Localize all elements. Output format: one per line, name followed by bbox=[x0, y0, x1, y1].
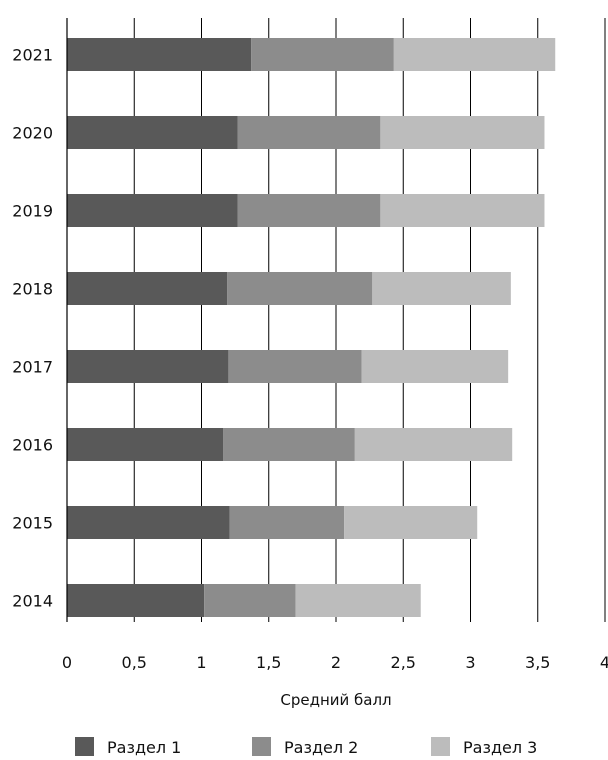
x-tick-label-1: 0,5 bbox=[122, 653, 147, 672]
legend: Раздел 1 Раздел 2 Раздел 3 bbox=[75, 737, 537, 757]
legend-label-2: Раздел 2 bbox=[284, 738, 358, 757]
legend-swatch-2 bbox=[252, 737, 271, 756]
bar-2019-series-1 bbox=[67, 194, 238, 227]
bar-2019-series-3 bbox=[380, 194, 545, 227]
y-tick-label-2016: 2016 bbox=[12, 436, 53, 455]
bar-2015-series-1 bbox=[67, 506, 230, 539]
legend-label-1: Раздел 1 bbox=[107, 738, 181, 757]
bar-2017-series-3 bbox=[361, 350, 509, 383]
y-tick-label-2021: 2021 bbox=[12, 46, 53, 65]
y-tick-label-2015: 2015 bbox=[12, 514, 53, 533]
legend-swatch-3 bbox=[431, 737, 450, 756]
x-tick-label-0: 0 bbox=[62, 653, 72, 672]
x-tick-label-2: 1 bbox=[196, 653, 206, 672]
bar-2015-series-2 bbox=[229, 506, 345, 539]
bar-2017-series-2 bbox=[228, 350, 362, 383]
y-tick-label-2017: 2017 bbox=[12, 358, 53, 377]
legend-item-2: Раздел 2 bbox=[252, 737, 358, 757]
legend-item-1: Раздел 1 bbox=[75, 737, 181, 757]
y-tick-label-2018: 2018 bbox=[12, 280, 53, 299]
x-tick-label-6: 3 bbox=[465, 653, 475, 672]
y-axis-tick-labels: 2021 2020 2019 2018 2017 2016 2015 2014 bbox=[12, 46, 53, 611]
bar-2021-series-1 bbox=[67, 38, 252, 71]
bar-2019-series-2 bbox=[237, 194, 381, 227]
bar-2020-series-2 bbox=[237, 116, 381, 149]
x-tick-label-3: 1,5 bbox=[256, 653, 281, 672]
x-tick-label-7: 3,5 bbox=[525, 653, 550, 672]
bar-2014-series-3 bbox=[295, 584, 421, 617]
bar-2020-series-3 bbox=[380, 116, 545, 149]
y-tick-label-2019: 2019 bbox=[12, 202, 53, 221]
y-tick-label-2020: 2020 bbox=[12, 124, 53, 143]
bar-2017-series-1 bbox=[67, 350, 229, 383]
bar-2014-series-1 bbox=[67, 584, 205, 617]
legend-item-3: Раздел 3 bbox=[431, 737, 537, 757]
y-tick-label-2014: 2014 bbox=[12, 592, 53, 611]
bar-2021-series-3 bbox=[393, 38, 556, 71]
x-axis-title: Средний балл bbox=[280, 691, 391, 709]
bar-2021-series-2 bbox=[251, 38, 394, 71]
x-tick-label-8: 4 bbox=[600, 653, 608, 672]
bar-2018-series-2 bbox=[227, 272, 373, 305]
bars bbox=[67, 38, 556, 617]
bar-2016-series-1 bbox=[67, 428, 224, 461]
x-axis-tick-labels: 0 0,5 1 1,5 2 2,5 3 3,5 4 bbox=[62, 653, 608, 672]
bar-2014-series-2 bbox=[204, 584, 296, 617]
x-tick-label-4: 2 bbox=[331, 653, 341, 672]
x-tick-label-5: 2,5 bbox=[391, 653, 416, 672]
legend-label-3: Раздел 3 bbox=[463, 738, 537, 757]
legend-swatch-1 bbox=[75, 737, 94, 756]
bar-2018-series-3 bbox=[372, 272, 511, 305]
bar-2018-series-1 bbox=[67, 272, 228, 305]
bar-2020-series-1 bbox=[67, 116, 238, 149]
bar-2016-series-3 bbox=[354, 428, 513, 461]
bar-2016-series-2 bbox=[223, 428, 355, 461]
bar-2015-series-3 bbox=[344, 506, 478, 539]
